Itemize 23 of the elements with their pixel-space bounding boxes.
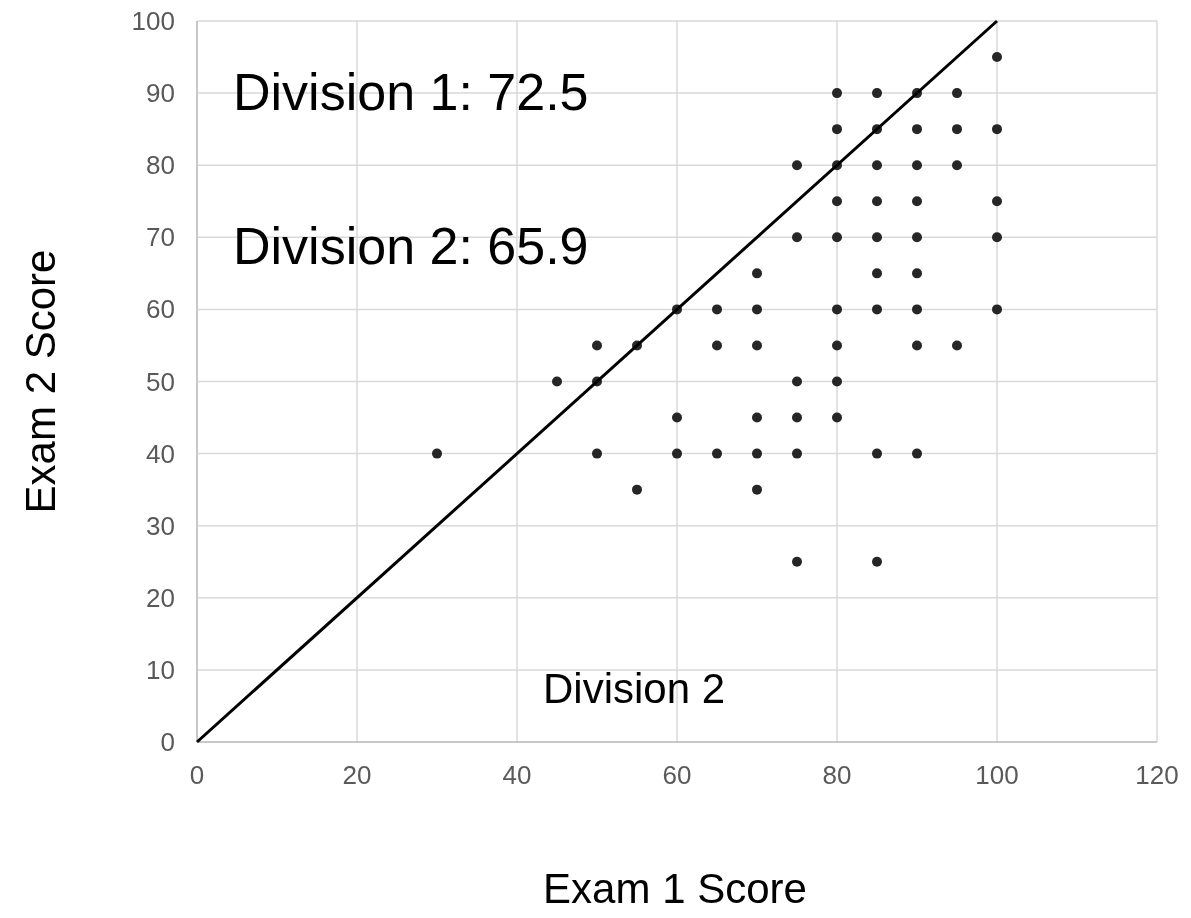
y-tick-label: 90 <box>146 78 175 109</box>
x-tick-label: 40 <box>502 760 532 790</box>
y-tick-label: 30 <box>146 510 175 541</box>
y-tick-label: 10 <box>146 654 175 685</box>
y-tick-label: 70 <box>146 222 175 253</box>
x-tick-label: 100 <box>975 760 1019 790</box>
x-tick-label: 120 <box>1135 760 1179 790</box>
x-tick-label: 0 <box>189 760 205 790</box>
x-tick-label: 80 <box>822 760 852 790</box>
y-tick-label: 50 <box>146 366 175 397</box>
x-tick-label: 60 <box>662 760 692 790</box>
y-tick-label: 0 <box>160 727 175 757</box>
x-axis-title: Exam 1 Score <box>543 865 807 912</box>
annotation: Division 1: 72.5 <box>233 63 589 121</box>
y-axis-title: Exam 2 Score <box>17 249 64 514</box>
y-tick-label: 60 <box>146 294 175 325</box>
x-tick-label: 20 <box>342 760 372 790</box>
y-tick-label: 20 <box>146 582 175 613</box>
y-tick-label: 80 <box>146 150 175 181</box>
annotation: Division 2: 65.9 <box>233 217 589 275</box>
y-tick-label: 100 <box>131 6 175 36</box>
annotation: Division 2 <box>543 665 726 712</box>
y-tick-label: 40 <box>146 438 175 469</box>
